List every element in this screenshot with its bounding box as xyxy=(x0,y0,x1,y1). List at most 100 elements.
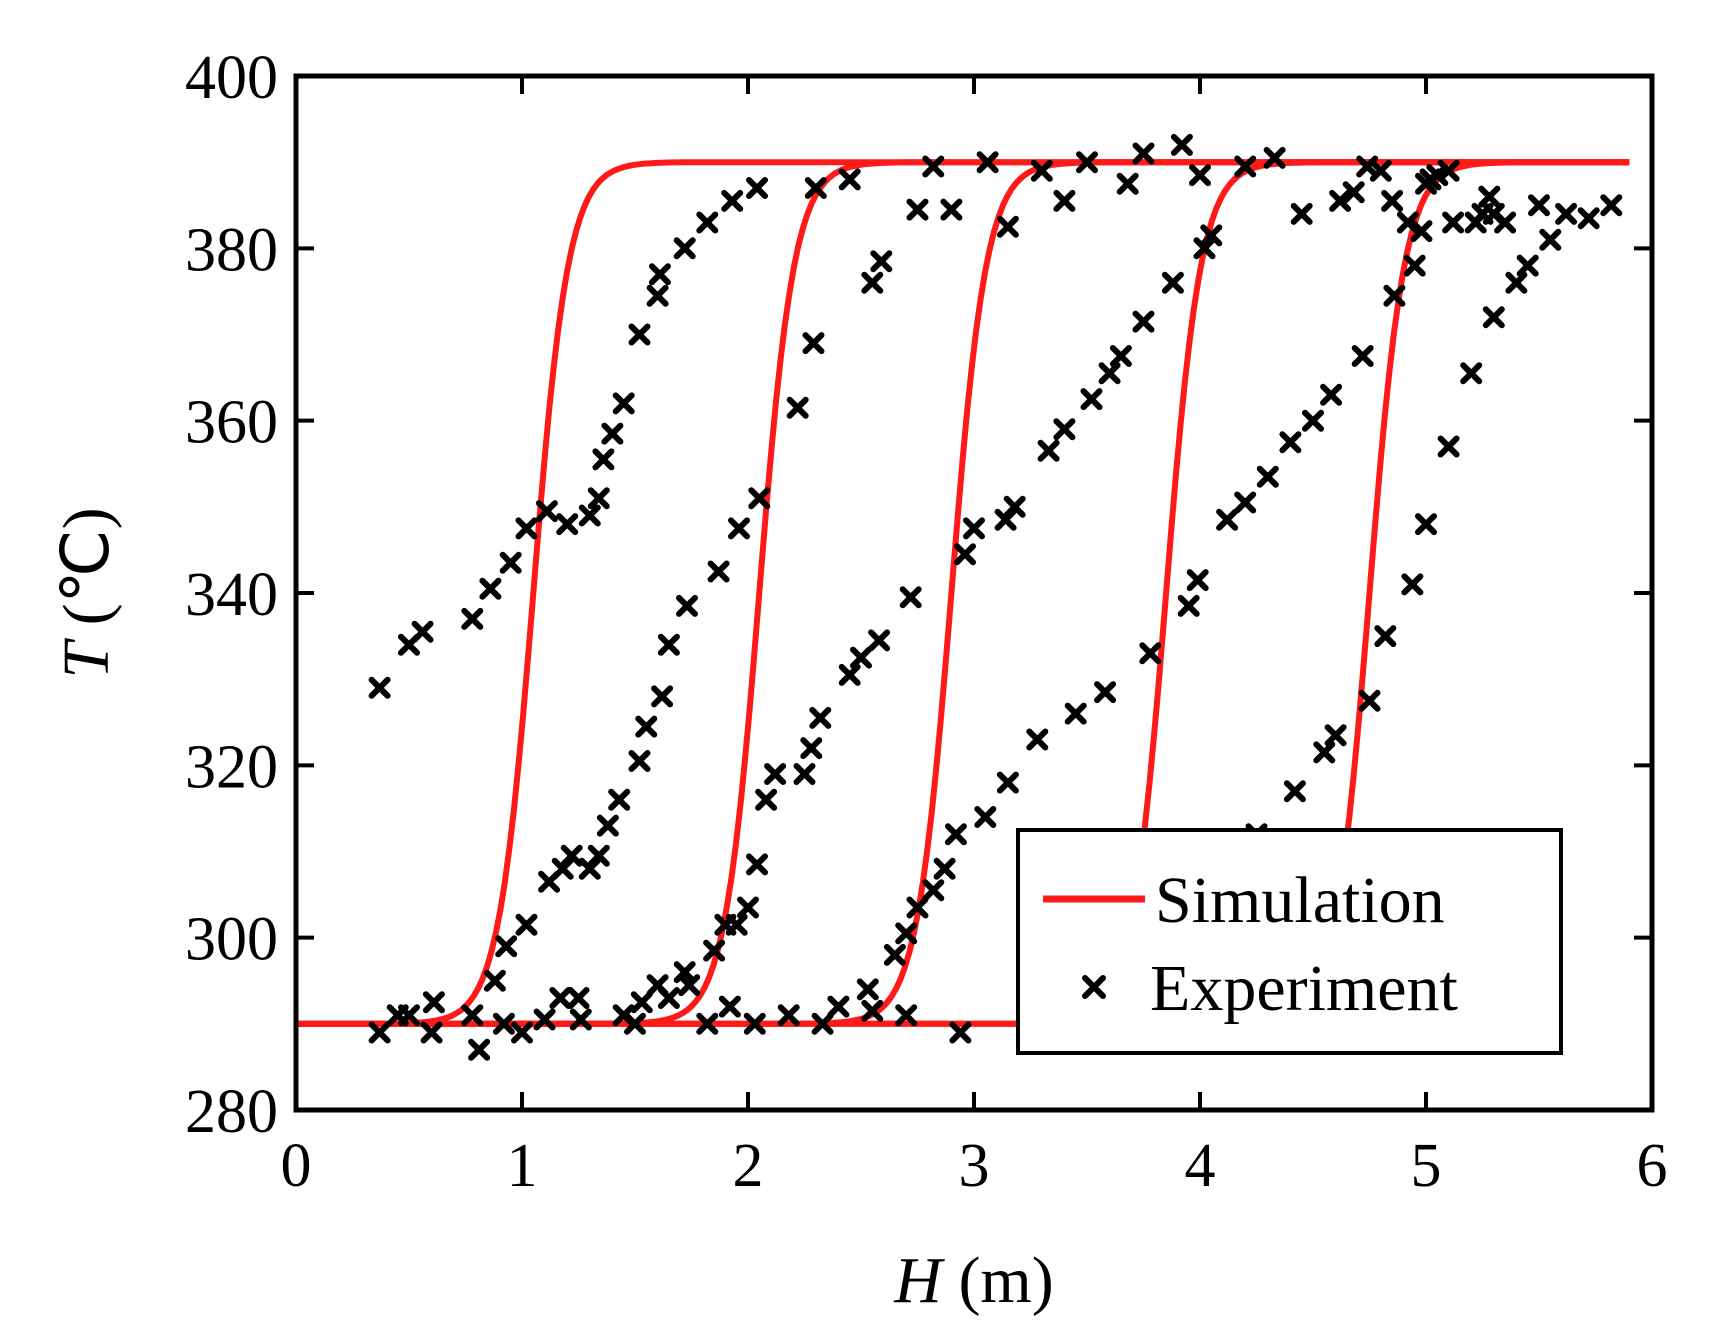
experiment-point xyxy=(748,487,771,510)
simulation-curve-5 xyxy=(296,159,1630,1027)
legend-experiment-label: Experiment xyxy=(1150,952,1458,1025)
experiment-point xyxy=(1200,224,1223,247)
experiment-point xyxy=(1478,185,1501,208)
y-tick-label: 280 xyxy=(185,1078,278,1146)
experiment-point xyxy=(906,896,929,919)
experiment-point xyxy=(899,586,922,609)
simulation-series xyxy=(296,159,1630,1027)
experiment-point xyxy=(746,177,768,199)
experiment-point xyxy=(1324,724,1347,747)
experiment-point xyxy=(1437,435,1460,458)
y-tick-label: 400 xyxy=(185,44,278,112)
experiment-point xyxy=(549,987,572,1009)
experiment-point xyxy=(1263,146,1286,169)
x-axis-label: H (m) xyxy=(893,1244,1053,1317)
experiment-point xyxy=(696,211,719,234)
experiment-point xyxy=(635,715,658,738)
experiment-point xyxy=(1193,237,1216,260)
experiment-point xyxy=(827,995,850,1018)
experiment-point xyxy=(883,943,906,966)
experiment-point xyxy=(461,1004,484,1027)
experiment-point xyxy=(648,263,671,286)
experiment-point xyxy=(940,198,963,221)
experiment-point xyxy=(1132,142,1155,165)
experiment-point xyxy=(1053,418,1076,441)
experiment-point xyxy=(1177,594,1200,617)
experiment-point xyxy=(963,517,985,540)
x-axis-symbol: H xyxy=(893,1244,945,1317)
y-tick-label: 340 xyxy=(185,561,278,629)
experiment-point xyxy=(1189,164,1211,187)
experiment-point xyxy=(657,987,680,1009)
experiment-point xyxy=(838,663,861,686)
experiment-series xyxy=(368,133,1623,1061)
experiment-point xyxy=(612,392,635,415)
y-tick-label: 300 xyxy=(185,906,278,974)
experiment-point xyxy=(1170,133,1193,156)
legend: Simulation Experiment xyxy=(1016,828,1563,1055)
experiment-point xyxy=(578,504,601,527)
experiment-point xyxy=(838,168,861,191)
experiment-point xyxy=(944,823,967,846)
experiment-point xyxy=(1320,383,1343,406)
experiment-point xyxy=(569,1008,592,1031)
legend-box xyxy=(1016,828,1563,1055)
experiment-point xyxy=(1358,689,1381,712)
experiment-point xyxy=(1437,159,1460,182)
experiment-point xyxy=(1555,202,1578,225)
experiment-point xyxy=(1460,362,1483,385)
experiment-point xyxy=(1415,513,1437,536)
experiment-point xyxy=(628,750,651,772)
experiment-point xyxy=(422,991,445,1014)
y-axis-unit: (℃) xyxy=(50,507,123,642)
experiment-point xyxy=(996,771,1019,794)
experiment-point xyxy=(1109,345,1132,367)
experiment-point xyxy=(1516,254,1539,277)
experiment-point xyxy=(1161,271,1184,294)
x-tick-label: 2 xyxy=(733,1132,764,1200)
experiment-point xyxy=(678,974,701,997)
experiment-point xyxy=(746,853,768,876)
experiment-point xyxy=(1313,741,1336,764)
experiment-point xyxy=(1279,431,1302,454)
x-axis-unit: (m) xyxy=(942,1244,1054,1317)
experiment-point xyxy=(1064,702,1087,725)
experiment-point xyxy=(861,271,884,294)
experiment-point xyxy=(1116,172,1139,195)
experiment-point xyxy=(628,323,651,346)
experiment-point xyxy=(1003,495,1026,518)
experiment-point xyxy=(804,177,827,199)
experiment-point xyxy=(850,646,872,669)
experiment-point xyxy=(651,685,674,708)
y-axis-symbol: T xyxy=(50,638,123,679)
experiment-point xyxy=(398,1004,420,1027)
x-tick-label: 1 xyxy=(507,1132,538,1200)
x-tick-label: 3 xyxy=(959,1132,990,1200)
experiment-point xyxy=(499,551,522,574)
experiment-point xyxy=(676,594,698,617)
experiment-point xyxy=(1256,465,1279,488)
experiment-point xyxy=(1342,181,1365,204)
experiment-point xyxy=(657,633,680,656)
x-axis-ticks: 0 1 2 3 4 5 6 xyxy=(281,76,1668,1200)
experiment-point xyxy=(1442,211,1465,234)
experiment-point xyxy=(1139,642,1162,665)
experiment-point xyxy=(587,487,610,510)
experiment-point xyxy=(515,517,538,540)
experiment-point xyxy=(646,284,669,307)
x-tick-label: 0 xyxy=(281,1132,312,1200)
experiment-point xyxy=(811,1012,834,1035)
experiment-point xyxy=(895,922,918,945)
experiment-point xyxy=(1600,194,1623,217)
experiment-point xyxy=(1351,345,1374,367)
experiment-point xyxy=(468,1038,491,1061)
experiment-point xyxy=(556,513,579,536)
experiment-point xyxy=(933,857,956,880)
experiment-point xyxy=(974,806,997,828)
experiment-point xyxy=(1186,569,1209,592)
experiment-point xyxy=(718,995,741,1018)
experiment-point xyxy=(673,237,696,260)
experiment-point xyxy=(479,577,502,600)
experiment-point xyxy=(976,151,999,174)
